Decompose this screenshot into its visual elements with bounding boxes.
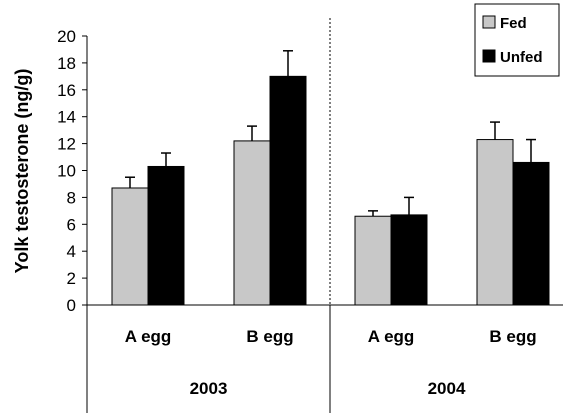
- y-tick-label: 0: [67, 296, 76, 315]
- legend-swatch-fed: [482, 15, 496, 29]
- y-tick-label: 20: [57, 27, 76, 46]
- legend: Fed Unfed: [474, 3, 560, 77]
- bar-unfed-2003-b-egg: [269, 75, 307, 306]
- bars: [111, 75, 550, 306]
- legend-label-fed: Fed: [500, 15, 527, 32]
- y-tick-label: 10: [57, 162, 76, 181]
- category-labels: A egg B egg 2003 A egg B egg 2004: [125, 327, 537, 398]
- y-tick-label: 12: [57, 135, 76, 154]
- y-tick-label: 6: [67, 215, 76, 234]
- legend-swatch-unfed: [482, 49, 496, 63]
- y-axis-title-layer: Yolk testosterone (ng/g): [12, 69, 32, 274]
- group-label-2003: 2003: [190, 379, 228, 398]
- category-label: B egg: [489, 327, 536, 346]
- legend-label-unfed: Unfed: [500, 49, 543, 66]
- y-tick-label: 8: [67, 188, 76, 207]
- bar-fed-2003-b-egg: [233, 140, 271, 306]
- y-tick-label: 14: [57, 108, 76, 127]
- bar-fed-2004-b-egg: [476, 139, 514, 306]
- y-tick-label: 18: [57, 54, 76, 73]
- category-label: A egg: [368, 327, 415, 346]
- bar-unfed-2004-a-egg: [390, 214, 428, 306]
- y-tick-label: 16: [57, 81, 76, 100]
- bar-unfed-2004-b-egg: [512, 161, 550, 306]
- y-ticks: 0 2 4 6 8 10 12 14 16 18 20: [57, 27, 87, 315]
- group-label-2004: 2004: [428, 379, 466, 398]
- bar-fed-2004-a-egg: [354, 215, 392, 306]
- bar-unfed-2003-a-egg: [147, 165, 185, 306]
- y-tick-label: 4: [67, 242, 76, 261]
- error-bars: [125, 50, 536, 217]
- bar-fed-2003-a-egg: [111, 187, 149, 306]
- category-label: B egg: [246, 327, 293, 346]
- y-tick-label: 2: [67, 269, 76, 288]
- category-label: A egg: [125, 327, 172, 346]
- y-axis-title: Yolk testosterone (ng/g): [12, 69, 32, 274]
